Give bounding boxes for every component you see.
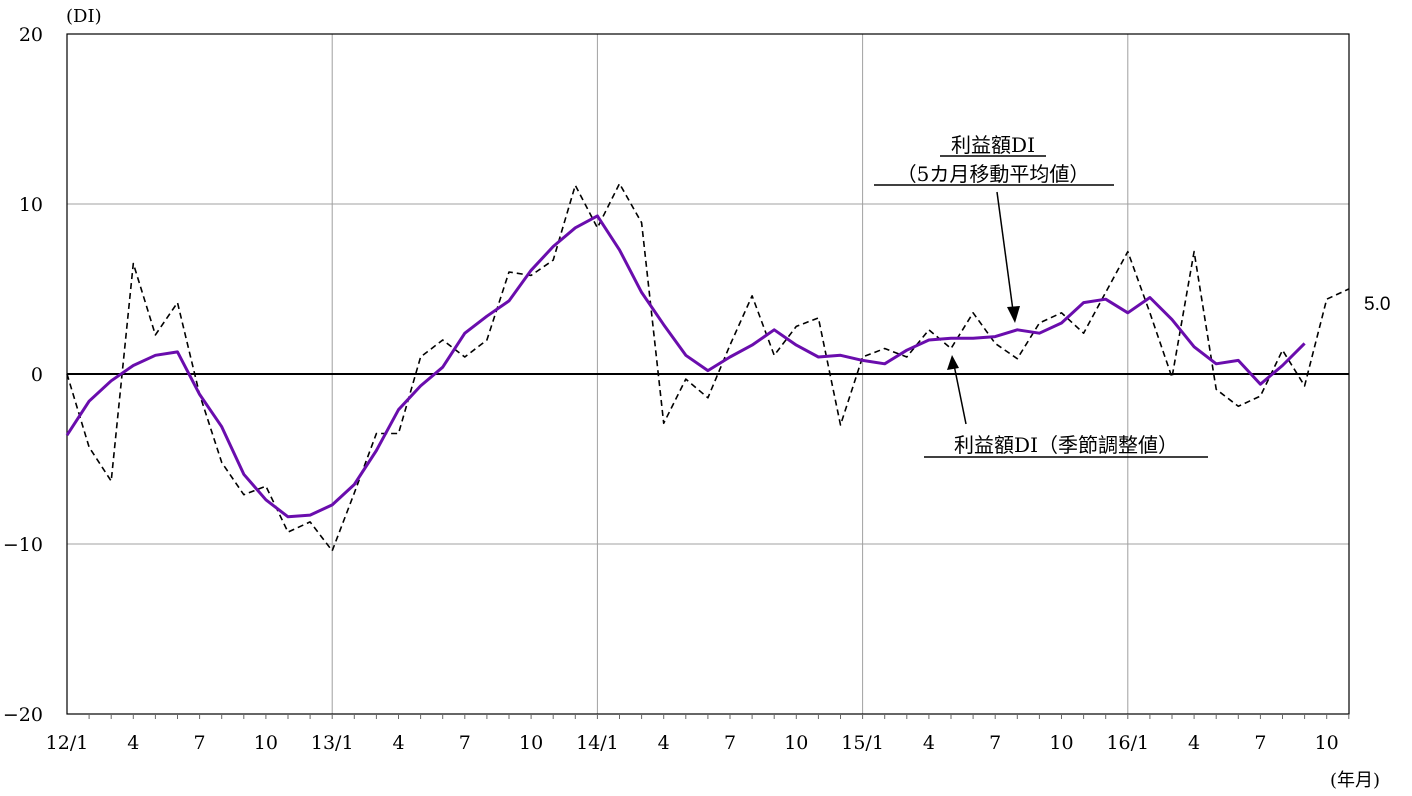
y-tick-label: 0 — [31, 364, 43, 386]
sa-annotation-arrow — [952, 359, 967, 425]
x-tick-label: 7 — [194, 732, 206, 754]
series-lines — [65, 182, 1350, 552]
ma-annotation-arrowhead — [1007, 306, 1020, 323]
x-tick-label: 10 — [1049, 732, 1073, 754]
x-axis-minor-ticks — [88, 714, 1350, 719]
ma-annotation-subtitle: （5カ月移動平均値） — [897, 162, 1090, 186]
y-tick-label: −20 — [3, 704, 43, 726]
seasonal-annotation: 利益額DI（季節調整値） — [924, 355, 1208, 458]
x-tick-label: 10 — [1315, 732, 1339, 754]
x-tick-label: 7 — [1254, 732, 1266, 754]
x-tick-label: 14/1 — [576, 732, 619, 754]
x-tick-label: 10 — [254, 732, 278, 754]
ma-annotation-title: 利益額DI — [951, 133, 1035, 157]
ma-annotation-arrow — [996, 191, 1015, 319]
x-tick-label: 7 — [989, 732, 1001, 754]
x-tick-label: 7 — [459, 732, 471, 754]
x-tick-label: 13/1 — [311, 732, 354, 754]
sa-annotation-arrowhead — [947, 355, 959, 370]
x-tick-label: 4 — [1188, 732, 1200, 754]
x-axis-unit-label: (年月) — [1330, 770, 1380, 791]
x-tick-label: 16/1 — [1106, 732, 1149, 754]
last-value-label: 5.0 — [1364, 294, 1390, 315]
x-tick-label: 4 — [658, 732, 670, 754]
x-axis-tick-labels: 12/1 4 7 10 13/1 4 7 10 14/1 4 7 10 15/1 4 7 10 16/1 4 7 10 — [46, 732, 1339, 754]
sa-annotation-label: 利益額DI（季節調整値） — [954, 433, 1178, 457]
x-tick-label: 7 — [724, 732, 736, 754]
x-tick-label: 4 — [923, 732, 935, 754]
moving-average-annotation: 利益額DI （5カ月移動平均値） — [874, 133, 1114, 323]
x-tick-label: 10 — [784, 732, 808, 754]
y-tick-label: −10 — [3, 534, 43, 556]
series-line-moving-average — [65, 214, 1306, 519]
x-tick-label: 4 — [392, 732, 404, 754]
y-tick-label: 10 — [19, 194, 43, 216]
x-tick-label: 4 — [127, 732, 139, 754]
x-tick-label: 15/1 — [841, 732, 884, 754]
series-line-seasonally-adjusted — [66, 182, 1350, 552]
x-tick-label: 12/1 — [46, 732, 89, 754]
y-tick-label: 20 — [19, 24, 43, 46]
y-axis-tick-labels: 20 10 0 −10 −20 — [3, 24, 43, 726]
y-axis-unit-label: (DI) — [66, 6, 102, 27]
x-tick-label: 10 — [519, 732, 543, 754]
